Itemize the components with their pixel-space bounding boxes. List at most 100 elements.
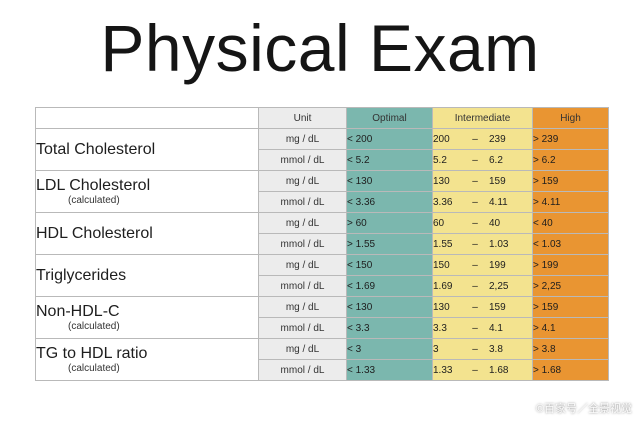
range-dash: –: [472, 238, 478, 250]
lipid-reference-table: Unit Optimal Intermediate High Total Cho…: [35, 107, 609, 381]
intermediate-high: 4.11: [489, 196, 508, 208]
table-row: HDL Cholesterol mg / dL > 60 60 –40 < 40: [35, 212, 609, 255]
intermediate-low: 5.2: [433, 154, 447, 166]
unit-cell: mmol / dL: [258, 275, 347, 297]
header-intermediate: Intermediate: [432, 107, 533, 129]
intermediate-range: 1.55 –1.03: [433, 239, 532, 250]
high-cell: > 159: [532, 170, 609, 192]
intermediate-low: 130: [433, 301, 450, 313]
unit-cell: mg / dL: [258, 212, 347, 234]
range-dash: –: [472, 301, 478, 313]
intermediate-range: 200 –239: [433, 134, 532, 145]
page-title: Physical Exam: [100, 11, 540, 85]
table-row: LDL Cholesterol (calculated) mg / dL < 130 1…: [35, 170, 609, 213]
test-note: (calculated): [68, 362, 120, 374]
high-cell: > 6.2: [532, 149, 609, 171]
intermediate-low: 200: [433, 133, 450, 145]
high-cell: > 4.1: [532, 317, 609, 339]
test-name-cell: TG to HDL ratio (calculated): [35, 338, 259, 381]
optimal-cell: < 3.3: [346, 317, 433, 339]
header-high: High: [532, 107, 609, 129]
high-cell: < 40: [532, 212, 609, 234]
intermediate-high: 1.68: [489, 364, 509, 376]
intermediate-low: 3: [433, 343, 439, 355]
optimal-cell: < 1.69: [346, 275, 433, 297]
intermediate-low: 1.55: [433, 238, 453, 250]
intermediate-high: 2,25: [489, 280, 509, 292]
intermediate-low: 60: [433, 217, 445, 229]
intermediate-cell: 60 –40: [432, 212, 533, 234]
test-name: Total Cholesterol: [36, 140, 156, 158]
intermediate-range: 130 –159: [433, 176, 532, 187]
table-body: Total Cholesterol mg / dL < 200 200–239 > 23…: [35, 128, 609, 381]
optimal-cell: < 3.36: [346, 191, 433, 213]
range-dash: –: [472, 280, 478, 292]
test-note: (calculated): [68, 194, 120, 206]
header-blank-cell: [35, 107, 259, 129]
intermediate-range: 60 –40: [433, 218, 532, 229]
range-dash: –: [472, 175, 478, 187]
intermediate-low: 3.36: [433, 196, 453, 208]
intermediate-high: 6.2: [489, 154, 503, 166]
high-cell: > 2,25: [532, 275, 609, 297]
intermediate-range: 3.3 –4.1: [433, 323, 532, 334]
test-name-cell: LDL Cholesterol (calculated): [35, 170, 259, 213]
intermediate-high: 1.03: [489, 238, 509, 250]
intermediate-cell: 5.2 –6.2: [432, 149, 533, 171]
intermediate-cell: 3.3 –4.1: [432, 317, 533, 339]
range-dash: –: [472, 196, 478, 208]
intermediate-high: 199: [489, 259, 506, 271]
unit-cell: mmol / dL: [258, 149, 347, 171]
optimal-cell: < 150: [346, 254, 433, 276]
intermediate-high: 3.8: [489, 343, 503, 355]
intermediate-low: 150: [433, 259, 450, 271]
high-cell: < 1.03: [532, 233, 609, 255]
optimal-cell: < 1.33: [346, 359, 433, 381]
range-dash: –: [472, 154, 478, 166]
range-dash: –: [472, 343, 478, 355]
range-dash: –: [472, 259, 478, 271]
intermediate-high: 4.1: [489, 322, 503, 334]
range-dash: –: [472, 133, 478, 145]
intermediate-cell: 3.36 –4.11: [432, 191, 533, 213]
high-cell: > 199: [532, 254, 609, 276]
high-cell: > 239: [532, 128, 609, 150]
table-header-row: Unit Optimal Intermediate High: [35, 107, 609, 129]
intermediate-range: 150 –199: [433, 260, 532, 271]
intermediate-cell: 150 –199: [432, 254, 533, 276]
unit-cell: mmol / dL: [258, 233, 347, 255]
unit-cell: mmol / dL: [258, 191, 347, 213]
unit-cell: mmol / dL: [258, 317, 347, 339]
table-row: mmol / dL < 1.33 1.33 –1.68 > 1.68: [36, 359, 609, 381]
high-cell: > 4.11: [532, 191, 609, 213]
table-row: TG to HDL ratio (calculated) mg / dL < 3 3–3…: [35, 338, 609, 381]
intermediate-range: 130 –159: [433, 302, 532, 313]
test-note: (calculated): [68, 320, 120, 332]
intermediate-low: 130: [433, 175, 450, 187]
test-name: LDL Cholesterol: [36, 176, 151, 194]
intermediate-range: 3.36 –4.11: [433, 197, 532, 208]
intermediate-range: 5.2 –6.2: [433, 155, 532, 166]
table-row: Triglycerides mg / dL < 150 150 –199 > 199: [35, 254, 609, 297]
intermediate-cell: 1.69 –2,25: [432, 275, 533, 297]
optimal-cell: < 130: [346, 296, 433, 318]
test-name: Non-HDL-C: [36, 302, 120, 320]
table-row: Non-HDL-C (calculated) mg / dL < 130 130–159…: [35, 296, 609, 339]
optimal-cell: < 130: [346, 170, 433, 192]
intermediate-cell: 3 –3.8: [432, 338, 533, 360]
optimal-cell: > 60: [346, 212, 433, 234]
intermediate-low: 1.69: [433, 280, 453, 292]
watermark: ©百家号／全景视觉: [535, 403, 632, 415]
range-dash: –: [472, 217, 478, 229]
intermediate-high: 159: [489, 175, 506, 187]
intermediate-cell: 1.33 –1.68: [432, 359, 533, 381]
test-name: HDL Cholesterol: [36, 224, 153, 242]
test-name-cell: Total Cholesterol: [35, 128, 259, 171]
high-cell: > 159: [532, 296, 609, 318]
intermediate-range: 1.69 –2,25: [433, 281, 532, 292]
unit-cell: mg / dL: [258, 128, 347, 150]
optimal-cell: < 5.2: [346, 149, 433, 171]
intermediate-cell: 200 –239: [432, 128, 533, 150]
intermediate-low: 1.33: [433, 364, 453, 376]
optimal-cell: < 200: [346, 128, 433, 150]
